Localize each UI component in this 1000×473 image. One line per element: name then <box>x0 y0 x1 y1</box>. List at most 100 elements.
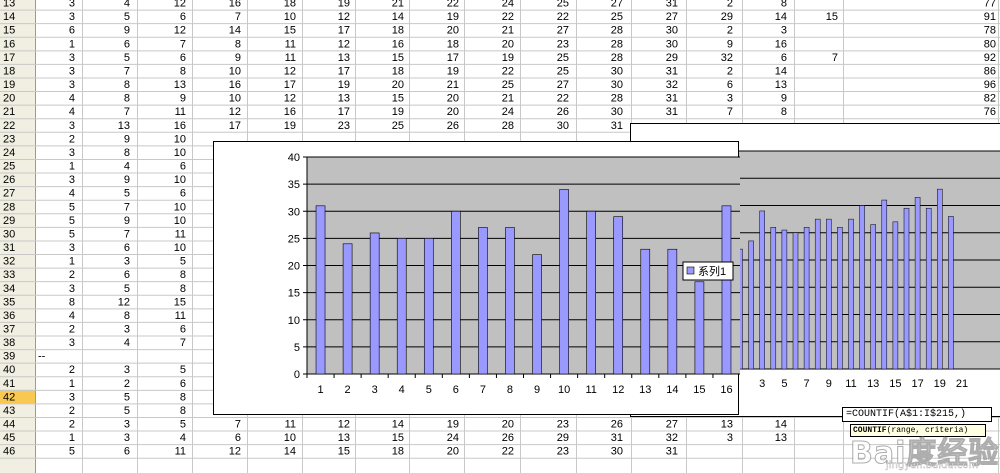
cell[interactable]: 26 <box>502 432 514 444</box>
formula-input[interactable]: =COUNTIF(A$1:I$215,) <box>842 407 992 422</box>
cell[interactable]: 2 <box>727 0 733 10</box>
cell[interactable]: 22 <box>502 446 514 458</box>
cell[interactable]: 12 <box>338 38 350 50</box>
cell[interactable]: 19 <box>502 52 514 64</box>
cell[interactable]: 5 <box>124 283 130 295</box>
cell[interactable]: 22 <box>557 11 569 23</box>
cell[interactable]: 31 <box>611 120 623 132</box>
cell[interactable]: 12 <box>229 446 241 458</box>
cell[interactable]: 91 <box>984 11 996 23</box>
cell[interactable]: 6 <box>235 432 241 444</box>
cell[interactable]: 12 <box>229 106 241 118</box>
cell[interactable]: 24 <box>447 432 459 444</box>
cell[interactable]: 26 <box>447 120 459 132</box>
cell[interactable]: 12 <box>174 25 186 37</box>
cell[interactable]: 23 <box>338 120 350 132</box>
cell[interactable]: 18 <box>447 38 459 50</box>
cell[interactable]: 4 <box>69 93 75 105</box>
cell[interactable]: 25 <box>557 0 569 10</box>
row-header[interactable]: 25 <box>3 161 15 173</box>
cell[interactable]: 6 <box>124 38 130 50</box>
row-header[interactable]: 19 <box>3 79 15 91</box>
cell[interactable]: 22 <box>502 65 514 77</box>
cell[interactable]: 12 <box>284 65 296 77</box>
cell[interactable]: 18 <box>392 25 404 37</box>
cell[interactable]: 12 <box>174 0 186 10</box>
row-header[interactable]: 37 <box>3 324 15 336</box>
cell[interactable]: 6 <box>69 25 75 37</box>
cell[interactable]: 24 <box>502 106 514 118</box>
cell[interactable]: 30 <box>611 65 623 77</box>
cell[interactable]: 15 <box>392 432 404 444</box>
row-header[interactable]: 28 <box>3 201 15 213</box>
bar[interactable] <box>532 254 542 375</box>
cell[interactable]: 9 <box>124 174 130 186</box>
cell[interactable]: 10 <box>174 201 186 213</box>
cell[interactable]: 17 <box>338 106 350 118</box>
cell[interactable]: 22 <box>502 11 514 23</box>
cell[interactable]: 2 <box>727 25 733 37</box>
cell[interactable]: 11 <box>285 419 296 431</box>
cell[interactable]: 31 <box>666 65 678 77</box>
cell[interactable]: 25 <box>611 11 623 23</box>
cell[interactable]: 11 <box>175 446 186 458</box>
cell[interactable]: 13 <box>721 419 733 431</box>
cell[interactable]: 13 <box>118 120 130 132</box>
cell[interactable]: 8 <box>124 93 130 105</box>
bar[interactable] <box>423 238 434 375</box>
row-header[interactable]: 42 <box>3 391 15 403</box>
cell[interactable]: 16 <box>775 38 787 50</box>
bar[interactable] <box>315 205 326 375</box>
cell[interactable]: 2 <box>69 133 75 145</box>
cell[interactable]: 19 <box>447 419 459 431</box>
cell[interactable]: 9 <box>235 52 241 64</box>
cell[interactable]: 22 <box>447 0 459 10</box>
cell[interactable]: 27 <box>666 419 678 431</box>
cell[interactable]: 7 <box>180 38 186 50</box>
cell[interactable]: 19 <box>338 79 350 91</box>
cell[interactable]: 2 <box>69 419 75 431</box>
cell[interactable]: 96 <box>984 79 996 91</box>
row-header[interactable]: 30 <box>3 228 15 240</box>
cell[interactable]: 32 <box>721 52 733 64</box>
cell[interactable]: 14 <box>229 25 241 37</box>
cell[interactable]: 7 <box>124 65 130 77</box>
cell[interactable]: 2 <box>69 269 75 281</box>
cell[interactable]: 3 <box>124 432 130 444</box>
cell[interactable]: 10 <box>174 174 186 186</box>
cell[interactable]: 3 <box>69 65 75 77</box>
cell[interactable]: 78 <box>984 25 996 37</box>
cell[interactable]: 8 <box>180 283 186 295</box>
cell[interactable]: 14 <box>775 419 787 431</box>
cell[interactable]: 5 <box>69 215 75 227</box>
cell[interactable]: 27 <box>611 0 623 10</box>
cell[interactable]: 23 <box>557 446 569 458</box>
cell[interactable]: 30 <box>611 106 623 118</box>
row-header[interactable]: 14 <box>3 11 15 23</box>
cell[interactable]: 30 <box>666 25 678 37</box>
cell[interactable]: 17 <box>447 52 459 64</box>
cell[interactable]: 3 <box>727 432 733 444</box>
row-header[interactable]: 20 <box>3 93 15 105</box>
cell[interactable]: 20 <box>502 419 514 431</box>
cell[interactable]: 20 <box>447 106 459 118</box>
cell[interactable]: 13 <box>174 79 186 91</box>
cell[interactable]: 2 <box>69 364 75 376</box>
row-header[interactable]: 21 <box>3 106 15 118</box>
cell[interactable]: 7 <box>727 106 733 118</box>
row-header[interactable]: 16 <box>3 38 15 50</box>
cell[interactable]: 13 <box>338 432 350 444</box>
bar[interactable] <box>478 227 488 375</box>
cell[interactable]: 17 <box>229 120 241 132</box>
cell[interactable]: 29 <box>557 432 569 444</box>
cell[interactable]: 31 <box>666 106 678 118</box>
cell[interactable]: 2 <box>69 405 75 417</box>
cell[interactable]: 30 <box>611 446 623 458</box>
cell[interactable]: 17 <box>284 79 296 91</box>
cell[interactable]: 1 <box>69 161 75 173</box>
cell[interactable]: 3 <box>69 242 75 254</box>
cell[interactable]: 1 <box>69 432 75 444</box>
cell[interactable]: 5 <box>69 201 75 213</box>
bar[interactable] <box>613 216 624 375</box>
cell[interactable]: 82 <box>984 93 996 105</box>
